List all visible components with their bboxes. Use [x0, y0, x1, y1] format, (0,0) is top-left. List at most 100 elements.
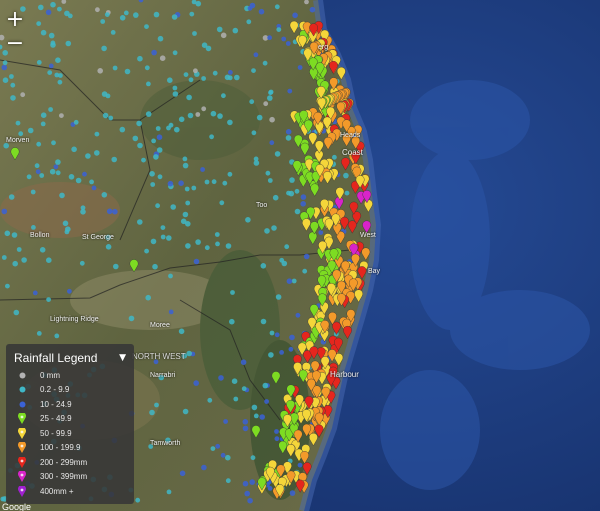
rain-dot[interactable]: [225, 243, 232, 249]
rain-dot[interactable]: [85, 153, 91, 159]
rain-dot[interactable]: [284, 244, 290, 250]
rain-dot[interactable]: [297, 462, 303, 468]
rain-dot[interactable]: [168, 273, 173, 279]
rain-pin[interactable]: [251, 425, 261, 439]
rain-pin[interactable]: [303, 350, 312, 364]
rain-dot[interactable]: [145, 294, 151, 301]
rain-dot[interactable]: [157, 174, 163, 180]
rain-pin[interactable]: [315, 62, 325, 76]
rain-dot[interactable]: [104, 12, 110, 17]
rain-dot[interactable]: [191, 0, 197, 5]
rain-pin[interactable]: [327, 349, 337, 363]
rain-dot[interactable]: [268, 89, 274, 95]
rain-dot[interactable]: [159, 55, 166, 61]
rain-pin[interactable]: [349, 201, 359, 215]
rain-dot[interactable]: [34, 163, 40, 169]
rain-dot[interactable]: [262, 60, 268, 66]
rain-dot[interactable]: [218, 375, 224, 381]
rain-pin[interactable]: [326, 373, 336, 387]
rain-dot[interactable]: [89, 179, 94, 185]
rain-dot[interactable]: [201, 464, 207, 471]
rain-dot[interactable]: [227, 119, 233, 126]
rain-dot[interactable]: [54, 333, 60, 339]
rain-dot[interactable]: [153, 359, 159, 365]
rain-dot[interactable]: [36, 141, 42, 147]
rain-dot[interactable]: [274, 429, 279, 434]
rain-pin[interactable]: [342, 318, 352, 332]
rain-dot[interactable]: [281, 36, 287, 42]
rain-dot[interactable]: [249, 2, 256, 9]
rain-pin[interactable]: [302, 423, 312, 437]
rain-dot[interactable]: [36, 60, 42, 65]
rain-dot[interactable]: [274, 332, 280, 338]
rain-pin[interactable]: [326, 283, 336, 297]
rain-dot[interactable]: [221, 93, 226, 99]
rain-dot[interactable]: [251, 68, 256, 73]
rain-dot[interactable]: [48, 63, 54, 69]
rain-dot[interactable]: [288, 190, 295, 197]
rain-dot[interactable]: [67, 288, 72, 294]
rain-dot[interactable]: [59, 192, 65, 199]
rain-dot[interactable]: [285, 41, 291, 46]
rain-dot[interactable]: [264, 399, 269, 404]
rain-dot[interactable]: [193, 380, 199, 386]
rain-dot[interactable]: [48, 107, 53, 112]
rain-dot[interactable]: [211, 179, 217, 185]
rain-dot[interactable]: [253, 156, 259, 162]
rain-dot[interactable]: [289, 334, 295, 341]
rain-dot[interactable]: [183, 72, 189, 77]
rain-dot[interactable]: [228, 70, 233, 75]
rain-dot[interactable]: [219, 200, 225, 206]
rain-dot[interactable]: [106, 208, 113, 215]
rain-dot[interactable]: [229, 318, 235, 325]
rain-dot[interactable]: [253, 413, 259, 419]
rain-dot[interactable]: [291, 278, 297, 284]
rain-dot[interactable]: [158, 374, 165, 381]
rain-dot[interactable]: [224, 74, 231, 81]
rain-dot[interactable]: [101, 192, 108, 198]
rain-dot[interactable]: [62, 220, 69, 227]
rain-pin[interactable]: [293, 429, 303, 443]
rain-pin[interactable]: [295, 479, 305, 493]
rain-pin[interactable]: [347, 220, 357, 234]
rain-dot[interactable]: [269, 140, 275, 146]
rain-dot[interactable]: [201, 106, 207, 112]
rain-dot[interactable]: [222, 180, 228, 186]
rain-dot[interactable]: [38, 4, 44, 11]
rain-dot[interactable]: [184, 186, 190, 192]
rain-pin[interactable]: [362, 220, 372, 234]
rain-dot[interactable]: [148, 444, 154, 449]
rain-dot[interactable]: [102, 112, 109, 119]
rain-pin[interactable]: [341, 157, 350, 171]
rain-dot[interactable]: [272, 194, 279, 201]
rain-pin[interactable]: [316, 86, 326, 100]
rain-dot[interactable]: [137, 55, 143, 62]
rain-dot[interactable]: [54, 72, 60, 78]
rain-pin[interactable]: [314, 412, 324, 426]
rain-dot[interactable]: [32, 290, 38, 296]
rain-pin[interactable]: [293, 354, 302, 368]
rain-dot[interactable]: [209, 134, 215, 140]
rain-dot[interactable]: [1, 208, 8, 215]
rain-dot[interactable]: [155, 203, 161, 209]
rain-dot[interactable]: [50, 42, 56, 48]
rain-dot[interactable]: [204, 179, 210, 185]
rain-dot[interactable]: [1, 64, 8, 71]
rain-dot[interactable]: [55, 170, 61, 176]
rain-pin[interactable]: [336, 67, 346, 81]
rain-dot[interactable]: [260, 318, 267, 325]
rain-pin[interactable]: [343, 326, 352, 340]
rain-dot[interactable]: [182, 211, 189, 218]
rain-dot[interactable]: [146, 81, 151, 87]
rain-dot[interactable]: [55, 159, 61, 165]
rain-dot[interactable]: [91, 185, 97, 191]
rain-dot[interactable]: [144, 65, 150, 71]
rain-dot[interactable]: [253, 160, 260, 166]
rain-dot[interactable]: [12, 260, 18, 267]
rain-pin[interactable]: [310, 183, 320, 197]
rain-dot[interactable]: [95, 7, 100, 13]
rain-dot[interactable]: [260, 263, 267, 269]
rain-dot[interactable]: [251, 130, 257, 136]
rain-pin[interactable]: [277, 477, 287, 491]
rain-dot[interactable]: [20, 92, 26, 98]
